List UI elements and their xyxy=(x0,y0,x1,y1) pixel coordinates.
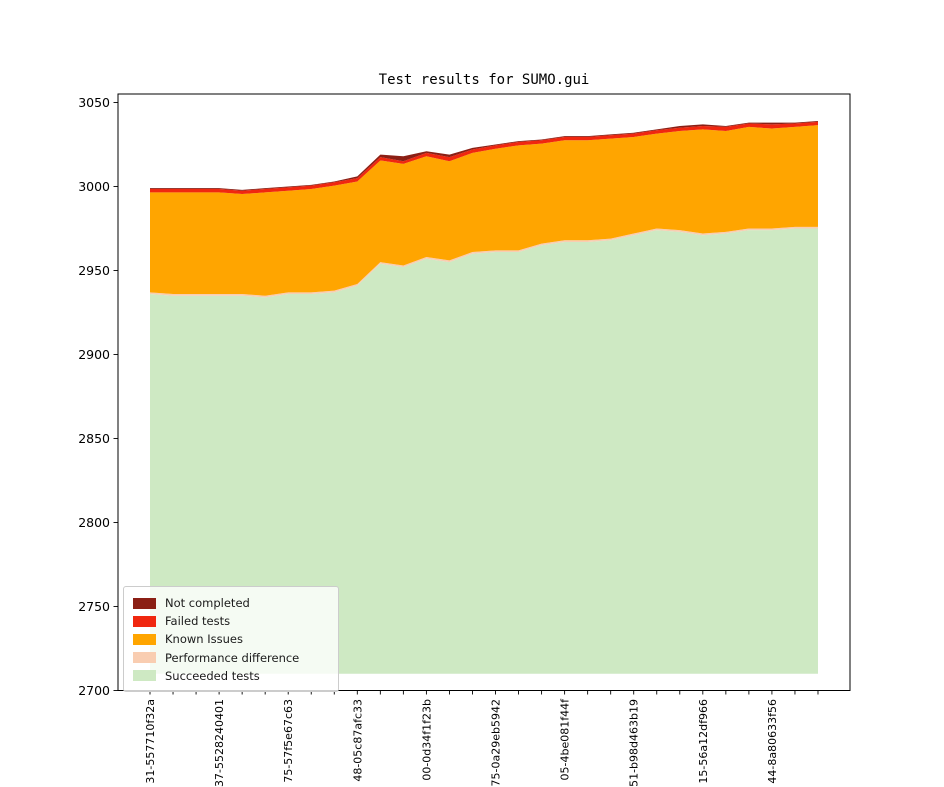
x-tick-label: 31-557710f32a xyxy=(144,699,157,784)
y-tick-label: 2900 xyxy=(78,346,110,362)
legend-swatch-performance-difference xyxy=(133,652,156,664)
x-tick-label: 51-b98d463b19 xyxy=(628,699,641,787)
legend-swatch-not-completed xyxy=(133,597,156,609)
area-known-issues xyxy=(150,125,818,296)
axes-frame xyxy=(117,93,851,691)
legend-swatch-known-issues xyxy=(133,633,156,645)
legend: Not completed Failed tests Known Issues … xyxy=(123,586,339,692)
x-tick-label: 00-0d34f1f23b xyxy=(420,699,433,781)
legend-label: Known Issues xyxy=(165,632,243,647)
legend-swatch-failed-tests xyxy=(133,615,156,627)
y-tick-label: 2700 xyxy=(78,682,110,698)
legend-label: Succeeded tests xyxy=(165,668,260,683)
legend-swatch-succeeded-tests xyxy=(133,670,156,682)
chart-title: Test results for SUMO.gui xyxy=(378,72,590,88)
x-tick-label: 37-5528240401 xyxy=(213,699,226,787)
legend-item-performance-difference: Performance difference xyxy=(133,649,329,667)
legend-item-succeeded-tests: Succeeded tests xyxy=(133,667,329,685)
area-succeeded-tests xyxy=(150,228,818,674)
legend-item-failed-tests: Failed tests xyxy=(133,612,329,630)
y-tick-label: 3050 xyxy=(78,94,110,110)
legend-item-not-completed: Not completed xyxy=(133,594,329,612)
x-tick-label: 05-4be081f44f xyxy=(559,698,572,781)
x-tick-label: 15-56a12df966 xyxy=(697,699,710,784)
x-tick-label: 48-05c87afc33 xyxy=(351,699,364,782)
x-tick-label: 75-57f5e67c63 xyxy=(282,699,295,783)
legend-label: Performance difference xyxy=(165,650,300,665)
y-tick-label: 2800 xyxy=(78,514,110,530)
y-tick-label: 2950 xyxy=(78,262,110,278)
legend-label: Failed tests xyxy=(165,614,231,629)
y-tick-label: 2750 xyxy=(78,598,110,614)
legend-label: Not completed xyxy=(165,596,250,611)
y-tick-label: 3000 xyxy=(78,178,110,194)
y-tick-label: 2850 xyxy=(78,430,110,446)
x-tick-label: 75-0a29eb5942 xyxy=(490,699,503,786)
x-tick-label: 44-8a80633f56 xyxy=(766,699,779,784)
legend-item-known-issues: Known Issues xyxy=(133,630,329,648)
